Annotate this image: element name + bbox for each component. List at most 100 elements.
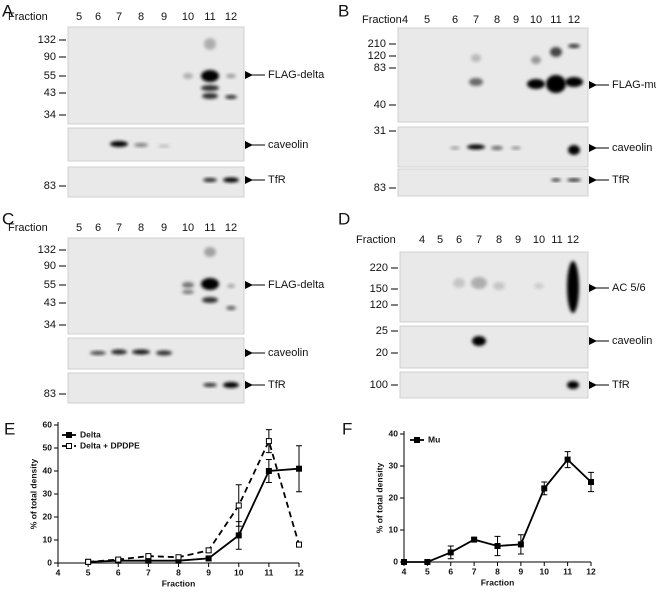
data-point [235,502,242,509]
band [110,141,128,147]
marker-label: 100 [370,379,388,391]
y-tick-label: 60 [43,419,53,429]
y-axis-label: % of total density [374,463,384,534]
data-point [447,549,454,556]
fraction-label: Fraction [356,234,396,246]
data-point [517,541,524,548]
x-tick-label: 7 [472,566,477,576]
data-point [296,541,302,548]
fraction-number: 10 [530,14,542,26]
fraction-label: Fraction [362,14,402,26]
data-point [494,543,501,549]
legend-label: Delta [80,429,101,439]
data-point [205,547,212,554]
data-point [175,554,182,561]
band [225,95,237,99]
band-label: caveolin [612,142,652,154]
band [182,290,194,294]
x-tick-label: 11 [264,567,273,577]
fraction-number: 4 [402,14,408,26]
band-label: TfR [612,174,630,186]
blot [397,27,589,123]
data-point [296,465,302,472]
y-tick-label: 10 [43,534,53,544]
marker-label: 83 [374,182,386,194]
y-tick-label: 50 [43,442,53,452]
legend-marker [414,437,420,443]
y-tick-label: 40 [389,428,399,438]
x-tick-label: 8 [495,566,500,576]
marker-label: 120 [370,299,388,311]
band [132,349,150,355]
x-tick-label: 12 [294,567,304,577]
fraction-number: 12 [568,14,580,26]
blot [399,371,589,399]
band-label: AC 5/6 [612,282,646,294]
band [493,282,505,290]
band-label: caveolin [612,335,652,347]
marker-label: 90 [44,260,56,272]
data-point [145,553,152,560]
marker-label: 83 [374,62,386,74]
band [201,70,219,82]
marker-label: 43 [44,87,56,99]
panel-label: C [2,209,14,228]
fraction-number: 5 [437,234,443,246]
marker-label: 150 [370,283,388,295]
band [204,247,216,257]
fraction-number: 9 [161,222,167,234]
panel-label: E [4,419,15,438]
data-point [265,468,272,474]
fraction-number: 12 [567,234,579,246]
y-tick-label: 20 [389,492,399,502]
fraction-number: 8 [138,222,144,234]
band [450,146,460,150]
marker-label: 55 [44,70,56,82]
legend-label: Mu [428,434,440,444]
band [201,278,219,290]
y-tick-label: 30 [43,488,53,498]
x-tick-label: 6 [116,567,121,577]
y-tick-label: 0 [47,557,52,567]
band [550,47,562,57]
marker-label: 20 [376,347,388,359]
x-tick-label: 5 [425,566,430,576]
band-label: FLAG-delta [268,279,325,291]
fraction-number: 7 [476,234,482,246]
legend-label: Delta + DPDPE [80,440,140,450]
panel-label: F [342,419,352,438]
data-point [401,559,407,565]
band [531,56,541,64]
blot [399,325,589,369]
band [226,306,236,310]
marker-label: 132 [38,34,56,46]
band [134,143,148,147]
series-line [88,467,300,563]
y-axis-label: % of total density [28,459,38,530]
data-point [424,559,431,565]
x-tick-label: 7 [146,567,151,577]
data-point [564,456,571,463]
band [90,351,106,355]
band [203,383,217,387]
data-point [235,532,242,539]
band [223,177,239,183]
fraction-number: 8 [494,14,500,26]
fraction-number: 10 [533,234,545,246]
data-point [115,556,122,563]
blot [397,168,589,197]
data-point [205,555,212,562]
band [202,93,218,99]
band [453,278,465,288]
band [183,73,193,79]
band-label: caveolin [268,347,308,359]
band [527,79,545,89]
band [111,349,127,355]
marker-label: 34 [44,109,56,121]
panel-label: B [338,1,349,20]
band [551,178,561,182]
fraction-number: 8 [138,11,144,23]
fraction-number: 8 [496,234,502,246]
band [223,382,239,388]
